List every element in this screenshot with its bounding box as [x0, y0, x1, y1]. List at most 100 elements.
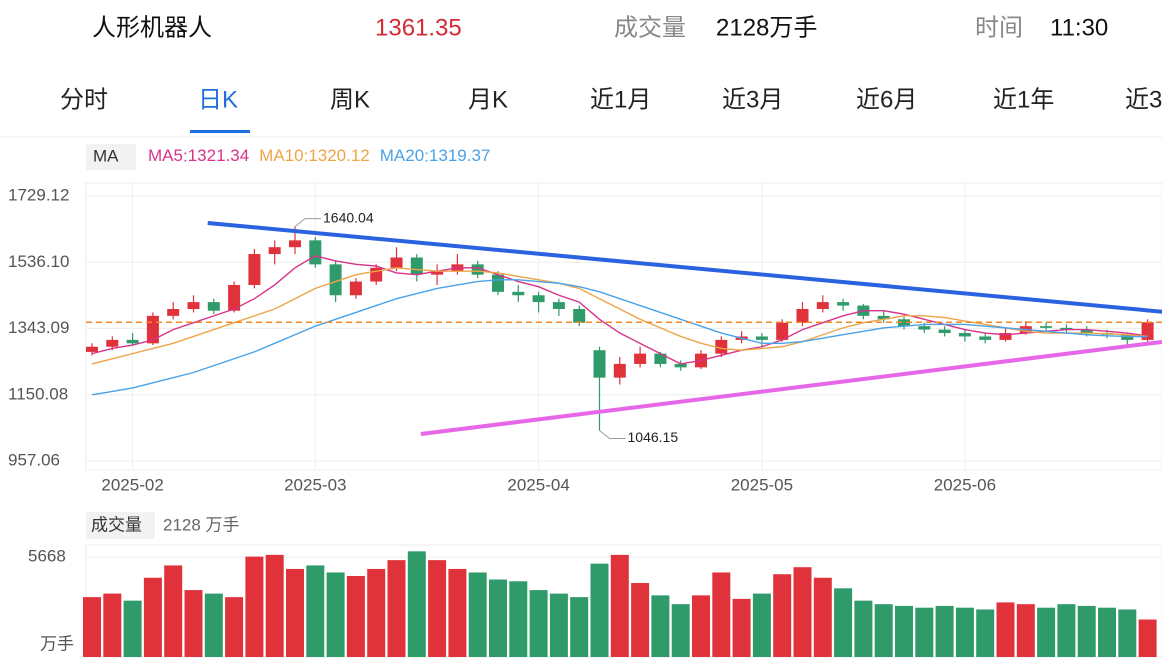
volume-bar	[610, 554, 629, 657]
ma-legend: MA10:1320.12	[259, 146, 370, 165]
volume-bar	[915, 607, 934, 657]
tab[interactable]: 近1月	[590, 86, 651, 113]
candle-body	[938, 329, 951, 334]
tab[interactable]: 近1年	[993, 86, 1054, 113]
candle-body	[309, 240, 322, 265]
candle-body	[755, 336, 768, 340]
tab[interactable]: 近3	[1125, 86, 1162, 113]
volume: 2128万手	[716, 14, 817, 41]
volume-bar	[509, 581, 528, 657]
volume-bar	[692, 595, 710, 657]
tab[interactable]: 周K	[330, 86, 370, 113]
volume-section-label: 成交量	[91, 515, 142, 534]
ma-legend: MA5:1321.34	[148, 146, 249, 165]
candle-body	[958, 333, 971, 337]
candle-body	[613, 363, 626, 378]
volume-bar	[955, 607, 974, 657]
ma-line	[91, 255, 1148, 365]
candle-body	[248, 254, 261, 285]
candle-body	[207, 302, 220, 311]
candle-body	[573, 308, 586, 323]
volume-bar	[286, 568, 304, 657]
ma-value: 1320.12	[308, 146, 369, 165]
tab[interactable]: 月K	[468, 86, 508, 113]
candle-body	[837, 302, 850, 306]
x-tick-label: 2025-05	[731, 475, 793, 494]
volume-bar	[712, 572, 731, 657]
tab[interactable]: 近3月	[722, 86, 783, 113]
candle-body	[471, 264, 484, 275]
candle-body	[329, 264, 342, 296]
volume-bar	[996, 602, 1015, 657]
tab[interactable]: 近6月	[856, 86, 917, 113]
ma-label: MA	[93, 146, 119, 165]
ma-value: 1319.37	[429, 146, 490, 165]
volume-bar	[590, 563, 609, 657]
volume-bar	[407, 551, 426, 657]
tab-underline	[190, 130, 250, 133]
y-tick-label: 1343.09	[8, 318, 69, 337]
x-tick-label: 2025-02	[101, 475, 163, 494]
candle-body	[228, 284, 241, 311]
candle-body	[1060, 327, 1073, 330]
volume-bar	[265, 554, 284, 657]
time: 11:30	[1050, 14, 1108, 41]
annotation: 1640.04	[323, 209, 374, 225]
candle-body	[654, 353, 667, 364]
volume-bar	[164, 565, 183, 657]
volume-bar	[1098, 607, 1116, 657]
volume-current: 2128 万手	[163, 515, 240, 534]
candle-body	[126, 339, 139, 344]
candle-body	[289, 240, 301, 248]
y-tick-label: 957.06	[8, 451, 60, 470]
volume-bar	[143, 577, 162, 657]
volume-bar	[448, 568, 467, 657]
volume-bar	[1138, 619, 1157, 657]
volume-bar	[387, 560, 406, 657]
candle-body	[349, 281, 362, 296]
candle-body	[167, 308, 180, 316]
candle-body	[999, 333, 1012, 340]
volume-bar	[346, 575, 365, 657]
y-tick-label: 1729.12	[8, 185, 69, 204]
volume-bar	[1016, 604, 1035, 657]
volume-bar	[631, 583, 650, 657]
candle-body	[431, 271, 444, 275]
volume-bar	[773, 574, 792, 657]
price: 1361.35	[375, 14, 462, 41]
volume-bar	[874, 604, 893, 657]
candle-body	[268, 247, 281, 255]
ma-value: 1321.34	[188, 146, 249, 165]
ma-name: MA5	[148, 146, 183, 165]
volume-bar	[752, 593, 771, 657]
volume-bar	[489, 579, 507, 657]
candle-body	[898, 319, 910, 327]
volume-unit: 万手	[40, 634, 74, 653]
annotation: 1046.15	[628, 429, 679, 445]
candle-body	[390, 257, 403, 268]
candle-body	[593, 350, 606, 378]
candle-body	[1040, 326, 1053, 328]
candle-body	[1080, 329, 1093, 334]
volume-bar	[326, 572, 345, 657]
candle-body	[715, 339, 728, 354]
volume-bar	[468, 572, 487, 657]
volume-bar	[428, 560, 447, 657]
volume-bar	[245, 556, 264, 657]
ma-name: MA10	[259, 146, 303, 165]
ma-name: MA20	[380, 146, 424, 165]
volume-bar	[895, 605, 913, 657]
x-tick-label: 2025-03	[284, 475, 346, 494]
candle-body	[552, 302, 565, 309]
tab[interactable]: 日K	[198, 86, 238, 113]
volume-bar	[184, 590, 203, 657]
volume-bar	[1037, 607, 1056, 657]
candle-body	[532, 295, 545, 303]
tab[interactable]: 分时	[60, 86, 108, 113]
candle-body	[106, 339, 119, 347]
volume-bar	[225, 597, 244, 657]
stock-name: 人形机器人	[92, 14, 212, 41]
candle-body	[86, 346, 98, 352]
volume-bar	[1057, 604, 1076, 657]
ma-line	[91, 279, 1148, 396]
